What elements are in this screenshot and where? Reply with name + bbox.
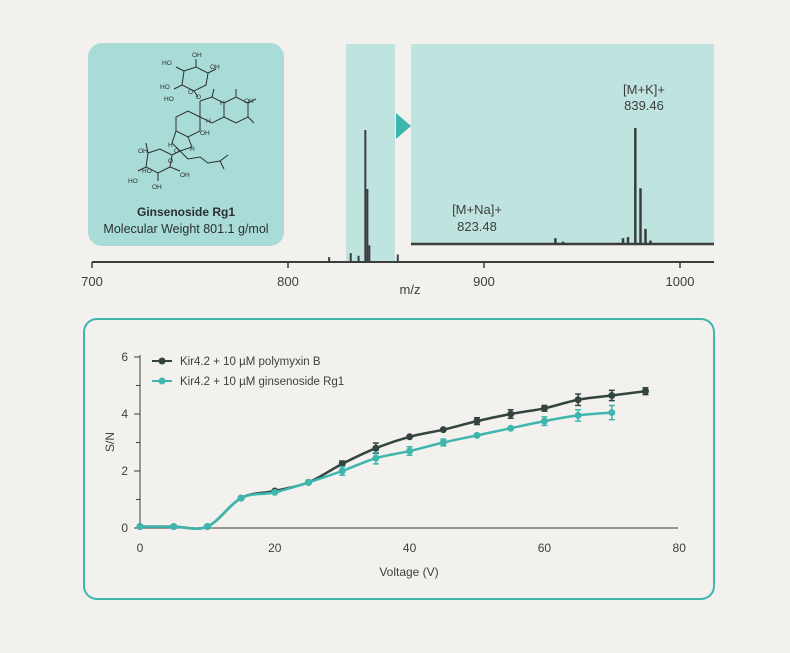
zoom-peaks xyxy=(411,128,714,246)
zoom-panel xyxy=(411,44,714,244)
x-tick-label: 20 xyxy=(268,541,282,555)
struct-label: OH xyxy=(210,64,220,71)
struct-label: HO xyxy=(164,96,174,103)
struct-label: H xyxy=(190,146,195,153)
struct-label: O xyxy=(188,89,193,96)
series-group xyxy=(136,387,649,531)
x-tick-label: 0 xyxy=(137,541,144,555)
x-axis-label: Voltage (V) xyxy=(379,565,438,579)
data-point xyxy=(136,523,144,531)
molecule-name: Ginsenoside Rg1 xyxy=(136,205,236,219)
data-point xyxy=(608,409,616,417)
molecule-card: OH HO OH HO O HO O OH H OH H H H OH HO O… xyxy=(88,43,284,246)
struct-label: OH xyxy=(152,184,162,191)
struct-label: OH xyxy=(200,130,210,137)
struct-label: O xyxy=(196,94,201,101)
data-point xyxy=(237,494,245,502)
molecule-structure-diagram: OH HO OH HO O HO O OH H OH H H H OH HO O… xyxy=(128,52,257,191)
struct-label: H xyxy=(220,100,225,107)
x-tick-label: 1000 xyxy=(666,274,695,289)
mass-spectrum-chart: 700 800 900 1000 m/z [M+K]+ 839.46 [M+Na]+ … xyxy=(81,44,714,297)
struct-label: OH xyxy=(138,148,148,155)
series-line xyxy=(140,389,646,530)
annotation-mk-label: [M+K]+ xyxy=(623,82,665,97)
y-tick-label: 4 xyxy=(121,407,128,421)
data-point xyxy=(540,404,548,412)
struct-label: H xyxy=(168,142,173,149)
y-tick-label: 0 xyxy=(121,521,128,535)
data-point xyxy=(574,411,582,419)
y-tick-label: 2 xyxy=(121,464,128,478)
data-point xyxy=(406,433,414,441)
struct-label: H xyxy=(206,118,211,125)
struct-label: HO xyxy=(142,168,152,175)
struct-label: OH xyxy=(180,172,190,179)
x-tick-label: 900 xyxy=(473,274,495,289)
data-point xyxy=(372,454,380,462)
sn-chart-panel xyxy=(83,318,715,600)
series-line xyxy=(140,411,612,530)
y-axis-label: S/N xyxy=(103,432,117,452)
data-point xyxy=(305,478,312,486)
annotation-mk-value: 839.46 xyxy=(624,98,664,113)
x-tick-label: 800 xyxy=(277,274,299,289)
annotation-mna-value: 823.48 xyxy=(457,219,497,234)
data-point xyxy=(574,396,582,404)
data-point xyxy=(271,488,279,496)
data-point xyxy=(338,460,346,468)
data-point xyxy=(372,444,380,452)
data-point xyxy=(406,447,414,455)
molecule-weight: Molecular Weight 801.1 g/mol xyxy=(103,222,269,236)
zoom-arrow-icon xyxy=(396,113,411,139)
x-axis-ticks: 700 800 900 1000 xyxy=(81,262,694,289)
x-axis-label: m/z xyxy=(400,282,421,297)
data-point xyxy=(170,523,178,531)
data-point xyxy=(473,431,481,439)
data-point xyxy=(642,387,649,395)
data-point xyxy=(507,424,515,432)
y-tick-label: 6 xyxy=(121,350,128,364)
data-point xyxy=(203,523,211,531)
struct-label: OH xyxy=(244,98,254,105)
data-point xyxy=(473,417,481,425)
data-point xyxy=(439,439,447,446)
x-tick-label: 700 xyxy=(81,274,103,289)
struct-label: OH xyxy=(192,52,202,59)
struct-label: HO xyxy=(160,84,170,91)
legend-label-polymyxin: Kir4.2 + 10 µM polymyxin B xyxy=(180,356,321,368)
x-tick-label: 60 xyxy=(538,541,552,555)
data-point xyxy=(338,467,346,475)
legend-marker-polymyxin xyxy=(158,357,166,365)
struct-label: HO xyxy=(128,178,138,185)
struct-label: O xyxy=(168,158,173,165)
annotation-mna-label: [M+Na]+ xyxy=(452,202,502,217)
data-point xyxy=(507,410,515,418)
axis-ticks: 0 20 40 60 80 0 2 4 6 xyxy=(121,350,686,555)
x-tick-label: 80 xyxy=(673,541,687,555)
x-tick-label: 40 xyxy=(403,541,417,555)
data-point xyxy=(540,417,548,425)
legend-marker-ginsenoside xyxy=(158,377,166,385)
struct-label: HO xyxy=(162,60,172,67)
highlight-window xyxy=(346,44,395,262)
legend-label-ginsenoside: Kir4.2 + 10 µM ginsenoside Rg1 xyxy=(180,376,344,388)
legend: Kir4.2 + 10 µM polymyxin B Kir4.2 + 10 µ… xyxy=(152,356,344,388)
struct-label: O xyxy=(174,148,179,155)
data-point xyxy=(439,426,447,434)
data-point xyxy=(608,391,616,399)
main-peaks xyxy=(328,130,399,261)
